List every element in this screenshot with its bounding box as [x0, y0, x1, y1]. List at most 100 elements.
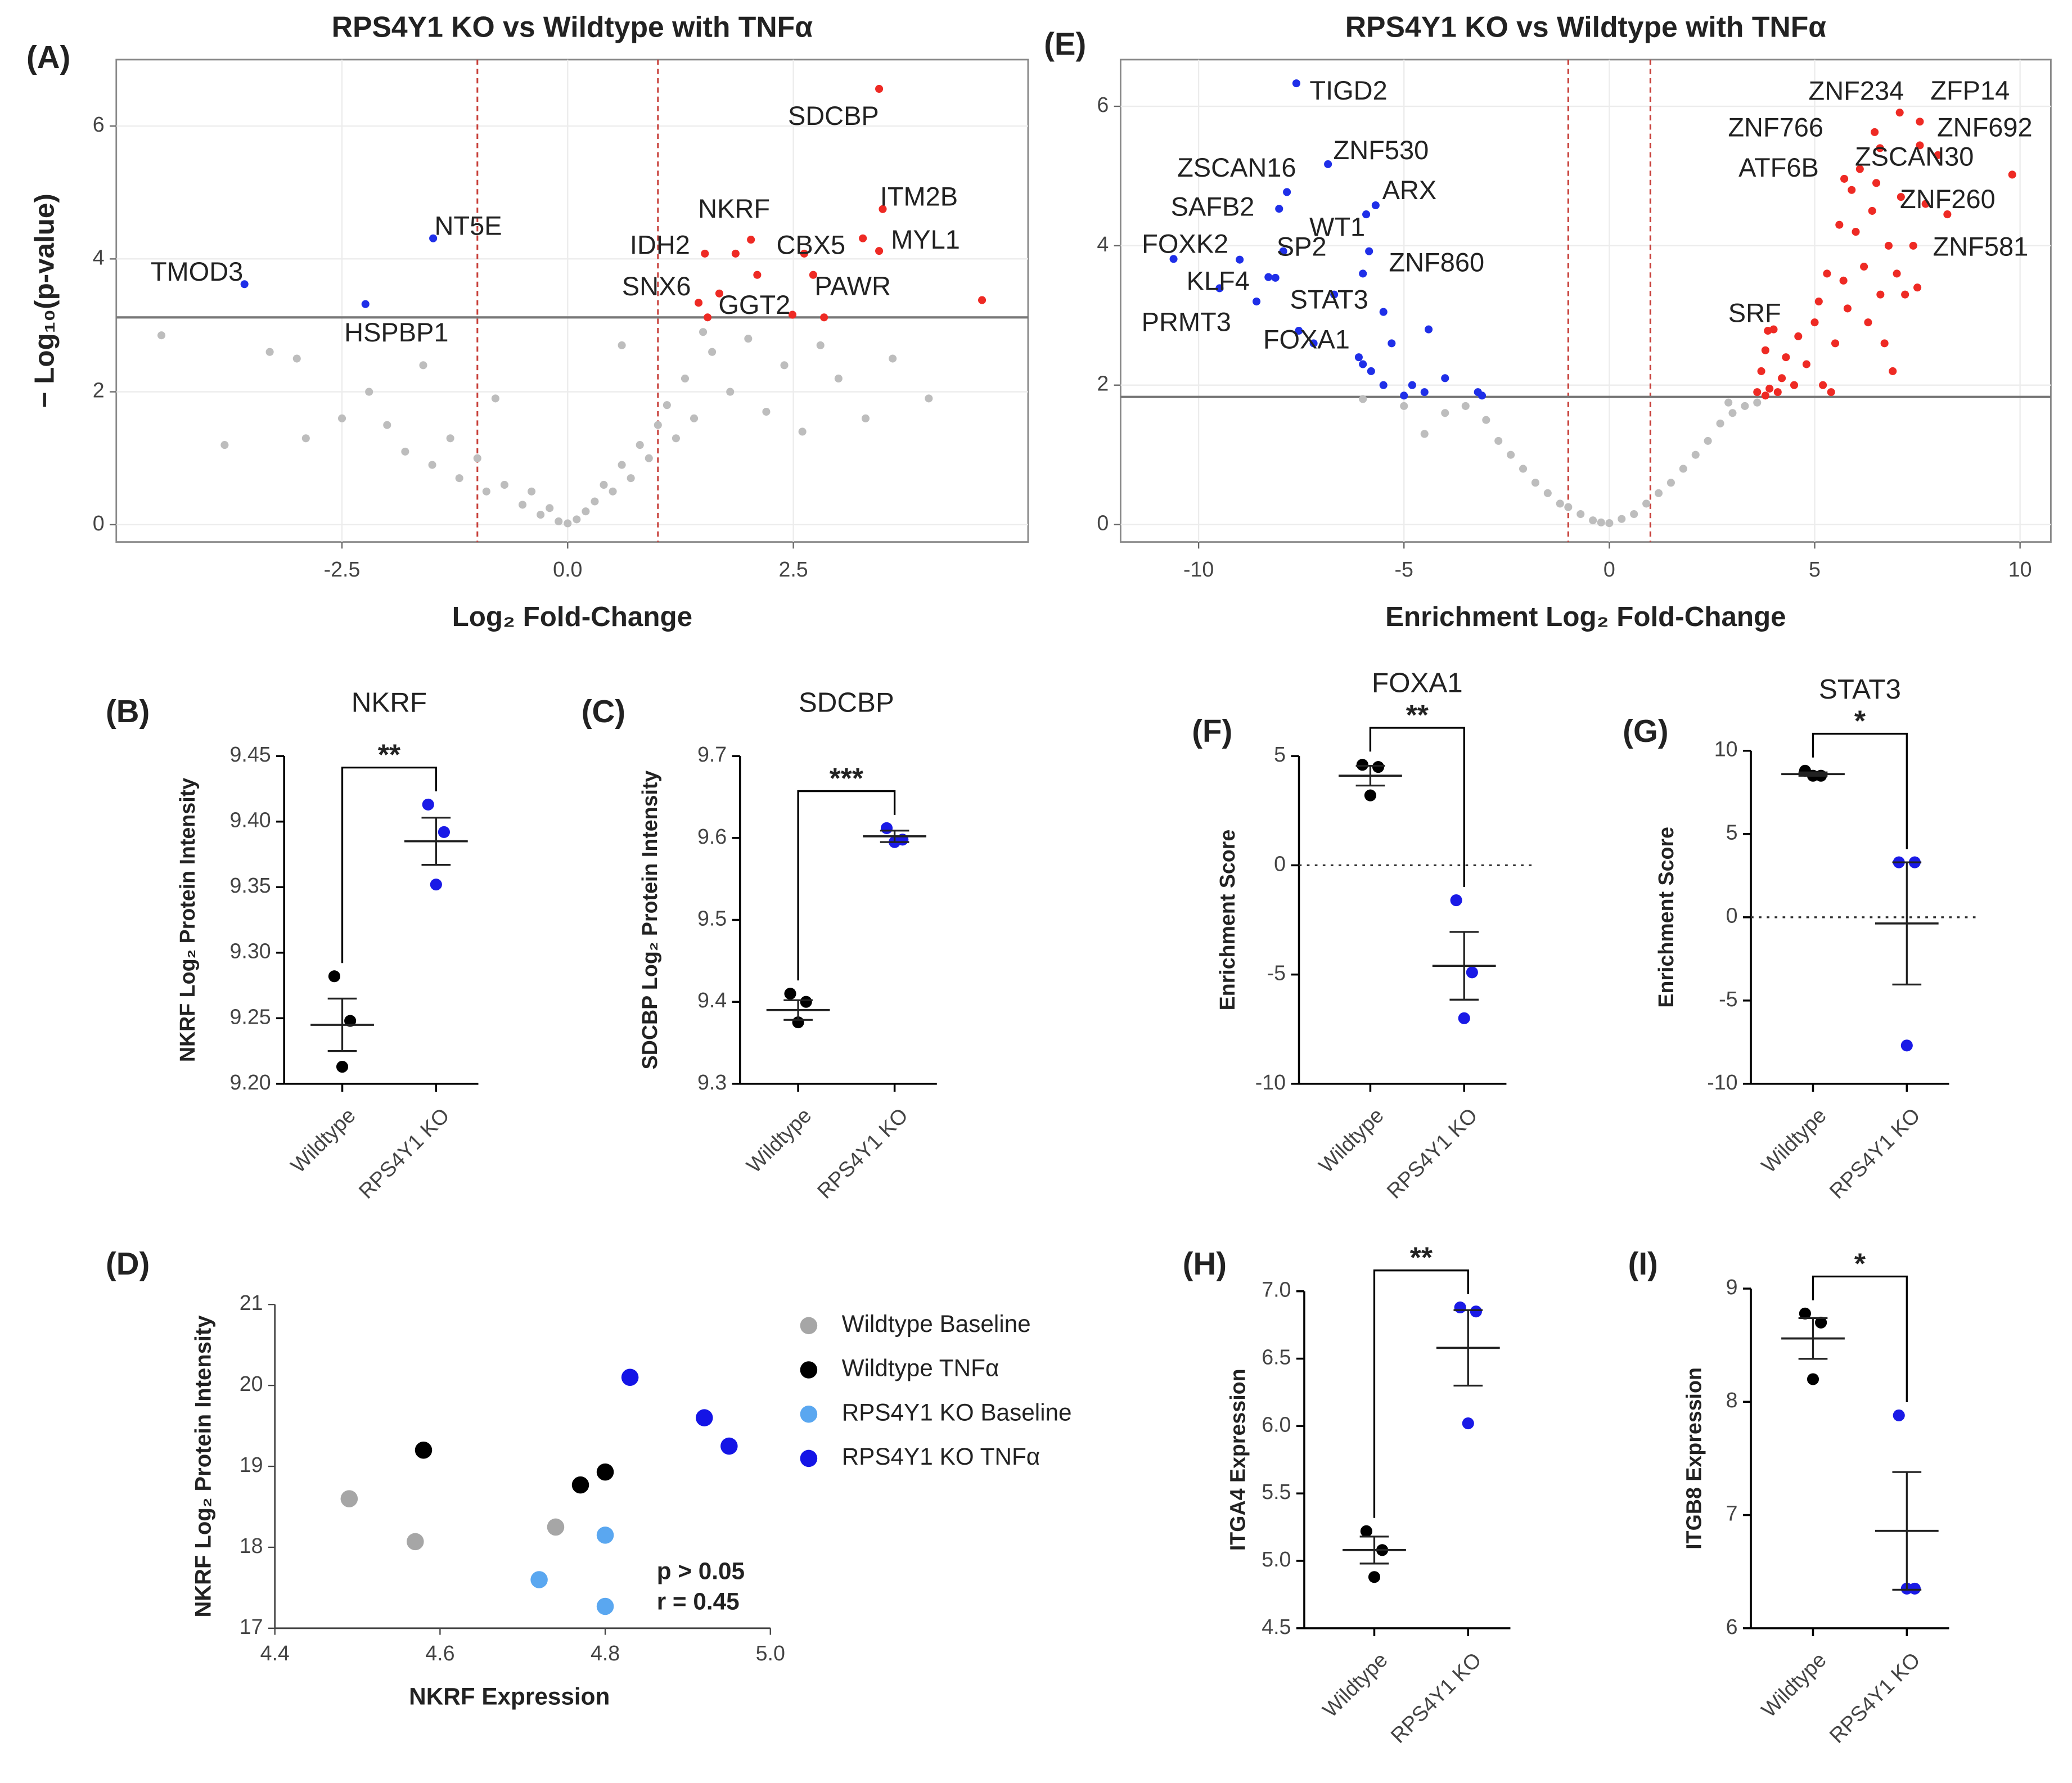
y-axis-title: SDCBP Log₂ Protein Intensity: [638, 771, 661, 1070]
point: [537, 511, 545, 519]
point: [482, 487, 490, 496]
significance-bracket: [1369, 727, 1465, 888]
point: [621, 1368, 639, 1386]
point: [1271, 273, 1280, 282]
point: [1860, 263, 1868, 271]
x-tick-label: 0: [1603, 557, 1615, 581]
point: [600, 480, 608, 489]
x-tick-label: RPS4Y1 KO: [1825, 1104, 1924, 1203]
point: [1724, 398, 1733, 407]
point: [491, 394, 499, 403]
significance-label: ***: [830, 762, 864, 794]
x-tick-label: Wildtype: [742, 1104, 816, 1178]
chart-title: SDCBP: [799, 687, 894, 718]
point: [1461, 402, 1470, 410]
point: [1253, 297, 1261, 306]
point: [1819, 381, 1827, 389]
gene-label: WT1: [1309, 211, 1365, 241]
point: [1761, 391, 1769, 400]
gene-label: NT5E: [434, 210, 502, 240]
point: [1757, 367, 1765, 375]
point: [609, 487, 617, 496]
point: [1716, 419, 1724, 427]
y-axis-title: Enrichment Score: [1215, 830, 1239, 1011]
point: [1679, 465, 1687, 473]
point: [591, 497, 599, 506]
significance-bracket: [1812, 1275, 1908, 1402]
significance-bracket: [1812, 732, 1908, 849]
y-axis-title: ITGA4 Expression: [1226, 1368, 1250, 1551]
point: [1420, 430, 1429, 438]
chart-title: RPS4Y1 KO vs Wildtype with TNFα: [332, 11, 813, 43]
point: [337, 414, 346, 422]
y-tick-label: -5: [1719, 987, 1737, 1011]
gene-label: SNX6: [622, 271, 691, 301]
x-tick-label: Wildtype: [1318, 1648, 1392, 1722]
point: [1564, 503, 1573, 511]
point: [1843, 304, 1852, 313]
y-tick-label: 6: [1097, 93, 1109, 116]
panel-label: (B): [106, 694, 150, 729]
significance-label: *: [1854, 704, 1866, 737]
gene-label: TMOD3: [151, 256, 243, 286]
point: [1884, 241, 1893, 250]
point: [1654, 489, 1663, 497]
x-tick-label: RPS4Y1 KO: [813, 1104, 912, 1203]
point: [519, 501, 527, 509]
point: [636, 441, 644, 449]
point: [1589, 516, 1597, 525]
panel-label: (E): [1044, 26, 1086, 61]
gene-label: ATF6B: [1738, 152, 1819, 182]
gene-label: ZSCAN16: [1177, 152, 1296, 182]
data-point: [1458, 1012, 1470, 1024]
annotation: r = 0.45: [657, 1588, 740, 1614]
point: [292, 354, 301, 363]
gene-label: CBX5: [776, 230, 845, 260]
point: [1324, 160, 1332, 168]
gene-label: ARX: [1382, 175, 1437, 205]
significance-bracket: [797, 790, 896, 981]
gene-label: ZFP14: [1930, 75, 2010, 105]
point: [446, 434, 454, 443]
gene-label: ZSCAN30: [1855, 142, 1974, 172]
legend-label: Wildtype Baseline: [842, 1311, 1031, 1337]
point: [1441, 374, 1449, 382]
point: [720, 1437, 738, 1455]
point: [1543, 489, 1552, 497]
y-tick-label: 6: [93, 112, 105, 136]
y-tick-label: 5: [1274, 742, 1286, 766]
y-tick-label: 19: [240, 1453, 263, 1476]
point: [1379, 308, 1388, 316]
gene-label: HSPBP1: [344, 317, 448, 347]
point: [1400, 391, 1408, 400]
data-point: [1470, 1305, 1482, 1318]
chart-title: NKRF: [352, 687, 427, 718]
gene-label: STAT3: [1290, 285, 1368, 314]
y-tick-label: 9.20: [230, 1070, 271, 1094]
point: [663, 401, 671, 409]
point: [220, 441, 229, 449]
data-point: [336, 1060, 349, 1073]
x-tick-label: 10: [2008, 557, 2032, 581]
data-point: [1462, 1417, 1474, 1430]
point: [1916, 141, 1924, 150]
point: [834, 374, 843, 383]
point: [1379, 381, 1388, 389]
point: [701, 249, 709, 258]
point: [1519, 465, 1528, 473]
point: [1576, 510, 1585, 519]
point: [1264, 273, 1273, 281]
y-tick-label: 5: [1726, 821, 1738, 844]
data-point: [784, 988, 796, 1000]
y-tick-label: 6.5: [1262, 1345, 1291, 1368]
point: [645, 454, 653, 462]
point: [1365, 247, 1373, 255]
point: [1597, 518, 1605, 526]
point: [361, 300, 370, 308]
point: [1764, 327, 1772, 335]
panel-label: (D): [106, 1246, 150, 1281]
point: [820, 313, 828, 322]
y-axis-title: Enrichment Score: [1654, 827, 1678, 1008]
point: [1810, 318, 1819, 327]
y-tick-label: 5.0: [1262, 1547, 1291, 1571]
